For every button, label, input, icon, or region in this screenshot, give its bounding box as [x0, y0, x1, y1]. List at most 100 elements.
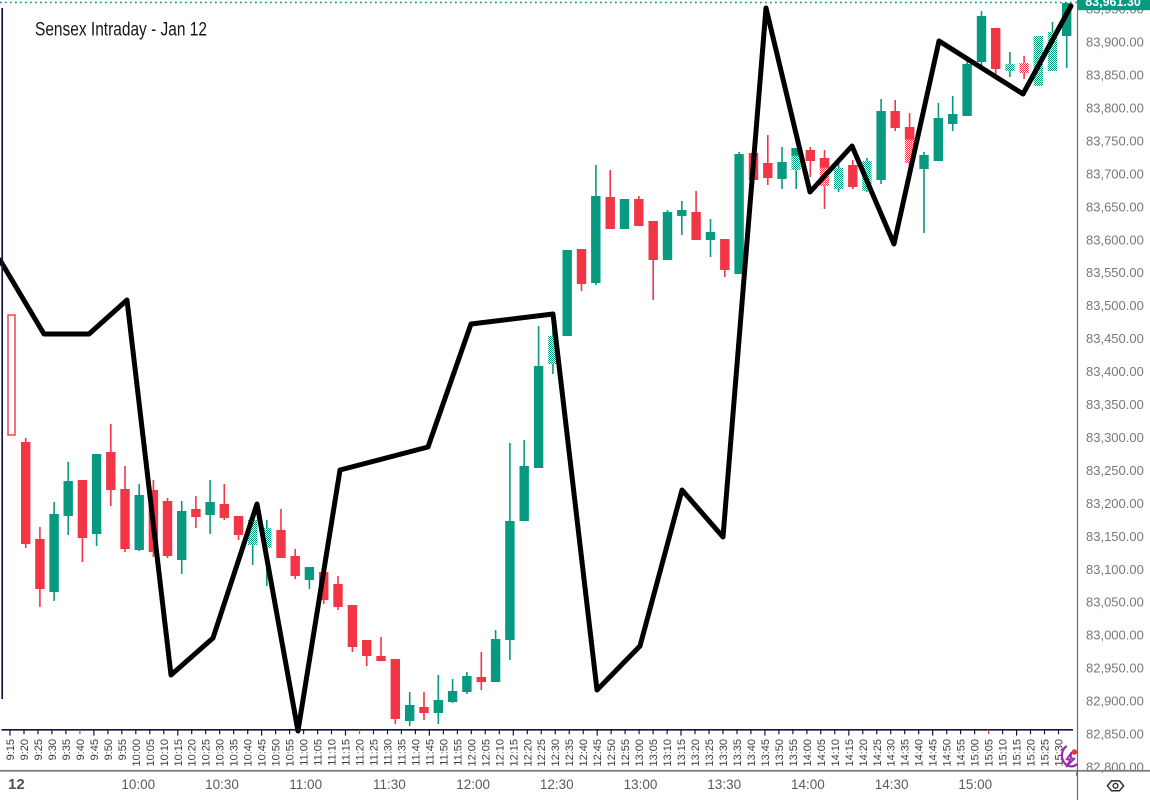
svg-text:12:45: 12:45 — [592, 739, 604, 767]
svg-text:13:55: 13:55 — [788, 739, 800, 767]
svg-text:10:15: 10:15 — [173, 739, 185, 767]
svg-text:83,200.00: 83,200.00 — [1086, 496, 1144, 511]
svg-text:9:30: 9:30 — [47, 739, 59, 760]
svg-text:83,800.00: 83,800.00 — [1086, 101, 1144, 116]
svg-text:14:50: 14:50 — [942, 739, 954, 767]
svg-text:15:15: 15:15 — [1012, 739, 1024, 767]
svg-text:13:05: 13:05 — [648, 739, 660, 767]
svg-text:83,000.00: 83,000.00 — [1086, 628, 1144, 643]
svg-text:13:35: 13:35 — [732, 739, 744, 767]
svg-text:13:45: 13:45 — [760, 739, 772, 767]
svg-text:10:25: 10:25 — [201, 739, 213, 767]
svg-text:12:00: 12:00 — [466, 739, 478, 767]
svg-text:82,900.00: 82,900.00 — [1086, 694, 1144, 709]
svg-text:13:30: 13:30 — [718, 739, 730, 767]
svg-text:14:40: 14:40 — [914, 739, 926, 767]
svg-text:10:40: 10:40 — [243, 739, 255, 767]
svg-text:9:15: 9:15 — [5, 739, 17, 760]
svg-text:14:30: 14:30 — [875, 777, 909, 792]
svg-text:11:10: 11:10 — [327, 739, 339, 766]
svg-text:12:35: 12:35 — [564, 739, 576, 767]
svg-text:11:15: 11:15 — [341, 739, 353, 766]
svg-text:11:35: 11:35 — [396, 739, 408, 766]
svg-text:12:40: 12:40 — [578, 739, 590, 767]
svg-text:11:20: 11:20 — [355, 739, 367, 766]
svg-text:14:45: 14:45 — [928, 739, 940, 767]
svg-text:10:10: 10:10 — [159, 739, 171, 767]
svg-text:15:10: 15:10 — [998, 739, 1010, 767]
svg-text:12:00: 12:00 — [456, 777, 490, 792]
svg-text:83,300.00: 83,300.00 — [1086, 430, 1144, 445]
svg-text:11:30: 11:30 — [383, 739, 395, 766]
svg-text:9:50: 9:50 — [103, 739, 115, 760]
svg-text:82,800.00: 82,800.00 — [1086, 760, 1144, 775]
svg-text:12:55: 12:55 — [620, 739, 632, 767]
svg-text:83,500.00: 83,500.00 — [1086, 298, 1144, 313]
svg-text:11:05: 11:05 — [313, 739, 325, 766]
svg-text:83,250.00: 83,250.00 — [1086, 463, 1144, 478]
svg-text:12:50: 12:50 — [606, 739, 618, 767]
svg-text:14:10: 14:10 — [830, 739, 842, 767]
svg-text:11:25: 11:25 — [369, 739, 381, 766]
svg-text:13:30: 13:30 — [707, 777, 741, 792]
svg-text:12:25: 12:25 — [536, 739, 548, 767]
svg-text:12:15: 12:15 — [508, 739, 520, 767]
svg-text:10:05: 10:05 — [145, 739, 157, 767]
svg-text:14:15: 14:15 — [844, 739, 856, 767]
svg-text:9:25: 9:25 — [33, 739, 45, 760]
svg-text:12:05: 12:05 — [480, 739, 492, 767]
svg-text:13:15: 13:15 — [676, 739, 688, 767]
svg-text:10:45: 10:45 — [257, 739, 269, 767]
svg-text:13:00: 13:00 — [634, 739, 646, 767]
svg-text:14:05: 14:05 — [816, 739, 828, 767]
svg-text:83,700.00: 83,700.00 — [1086, 166, 1144, 181]
svg-text:13:10: 13:10 — [662, 739, 674, 767]
svg-text:10:35: 10:35 — [229, 739, 241, 767]
svg-text:10:55: 10:55 — [285, 739, 297, 767]
svg-text:13:20: 13:20 — [690, 739, 702, 767]
svg-text:83,850.00: 83,850.00 — [1086, 68, 1144, 83]
svg-text:10:20: 10:20 — [187, 739, 199, 767]
svg-text:11:50: 11:50 — [438, 739, 450, 766]
svg-text:11:00: 11:00 — [299, 739, 311, 766]
svg-text:10:50: 10:50 — [271, 739, 283, 767]
svg-text:83,350.00: 83,350.00 — [1086, 397, 1144, 412]
svg-text:15:05: 15:05 — [984, 739, 996, 767]
svg-text:10:00: 10:00 — [121, 777, 155, 792]
svg-text:83,100.00: 83,100.00 — [1086, 562, 1144, 577]
svg-text:14:00: 14:00 — [802, 739, 814, 767]
svg-text:11:55: 11:55 — [452, 739, 464, 766]
svg-text:83,050.00: 83,050.00 — [1086, 595, 1144, 610]
svg-text:11:00: 11:00 — [289, 777, 322, 792]
svg-text:82,850.00: 82,850.00 — [1086, 727, 1144, 742]
svg-text:9:45: 9:45 — [89, 739, 101, 760]
svg-text:14:00: 14:00 — [791, 777, 825, 792]
svg-text:13:50: 13:50 — [774, 739, 786, 767]
svg-text:15:20: 15:20 — [1026, 739, 1038, 767]
svg-text:12: 12 — [8, 776, 25, 793]
svg-text:15:25: 15:25 — [1040, 739, 1052, 767]
svg-text:13:00: 13:00 — [624, 777, 658, 792]
svg-text:9:55: 9:55 — [117, 739, 129, 760]
svg-text:11:45: 11:45 — [424, 739, 436, 766]
svg-text:83,750.00: 83,750.00 — [1086, 133, 1144, 148]
svg-text:10:00: 10:00 — [131, 739, 143, 767]
svg-text:14:20: 14:20 — [858, 739, 870, 767]
svg-text:13:40: 13:40 — [746, 739, 758, 767]
svg-text:83,600.00: 83,600.00 — [1086, 232, 1144, 247]
svg-text:11:30: 11:30 — [373, 777, 406, 792]
svg-text:83,550.00: 83,550.00 — [1086, 265, 1144, 280]
svg-text:83,150.00: 83,150.00 — [1086, 529, 1144, 544]
svg-text:9:35: 9:35 — [61, 739, 73, 760]
svg-text:Sensex Intraday - Jan 12: Sensex Intraday - Jan 12 — [35, 20, 207, 41]
svg-text:83,961.30: 83,961.30 — [1085, 0, 1141, 9]
svg-text:15:00: 15:00 — [958, 777, 992, 792]
svg-text:12:30: 12:30 — [550, 739, 562, 767]
svg-text:83,400.00: 83,400.00 — [1086, 364, 1144, 379]
svg-text:14:55: 14:55 — [956, 739, 968, 767]
svg-text:83,450.00: 83,450.00 — [1086, 331, 1144, 346]
svg-text:13:25: 13:25 — [704, 739, 716, 767]
svg-text:10:30: 10:30 — [215, 739, 227, 767]
svg-text:10:30: 10:30 — [205, 777, 239, 792]
svg-text:14:30: 14:30 — [886, 739, 898, 767]
